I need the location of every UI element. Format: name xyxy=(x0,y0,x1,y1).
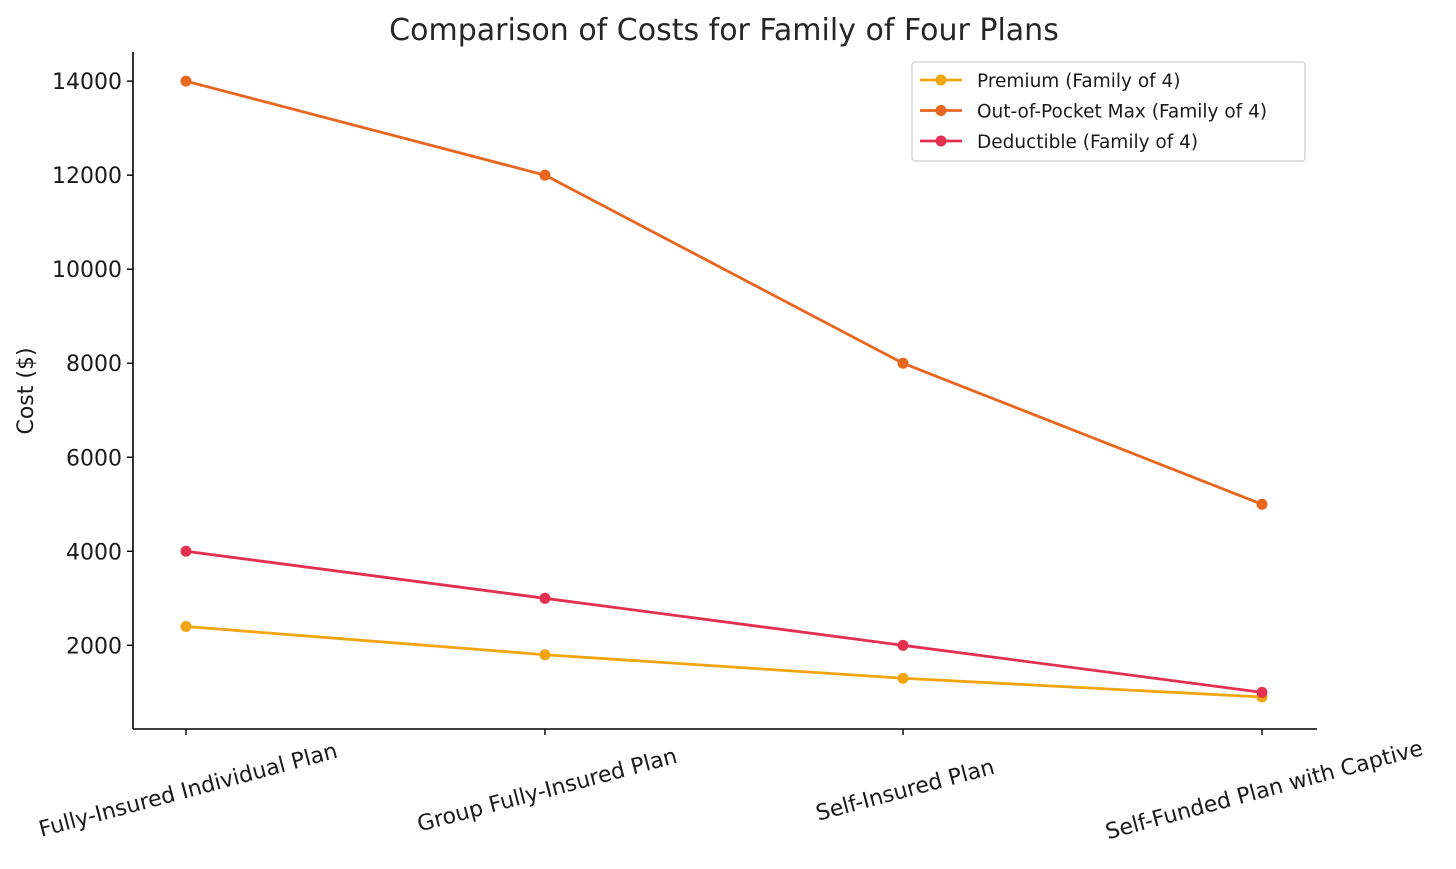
y-tick-label: 4000 xyxy=(66,540,122,565)
series-layer xyxy=(180,75,1268,703)
x-tick-label: Group Fully-Insured Plan xyxy=(415,744,680,837)
data-point xyxy=(180,75,192,87)
y-tick-label: 10000 xyxy=(52,258,122,283)
legend-swatch-marker xyxy=(935,105,947,116)
data-point xyxy=(539,592,551,604)
data-point xyxy=(897,357,909,369)
legend-entry: Out-of-Pocket Max (Family of 4) xyxy=(977,102,1267,123)
chart-title: Comparison of Costs for Family of Four P… xyxy=(389,13,1059,48)
data-point xyxy=(897,639,909,651)
legend: Premium (Family of 4) Out-of-Pocket Max (… xyxy=(911,61,1306,162)
x-tick-label: Self-Insured Plan xyxy=(813,755,997,827)
series-1 xyxy=(180,621,1268,703)
data-point xyxy=(897,672,909,684)
legend-entry: Deductible (Family of 4) xyxy=(977,132,1198,153)
series-line xyxy=(185,79,1263,506)
data-point xyxy=(1256,686,1268,698)
legend-frame xyxy=(911,61,1306,162)
y-tick-label: 2000 xyxy=(66,634,122,659)
series-line xyxy=(185,549,1263,694)
data-point xyxy=(180,621,192,633)
y-tick-label: 14000 xyxy=(52,70,122,95)
y-tick-label: 6000 xyxy=(66,446,122,471)
data-point xyxy=(539,169,551,181)
series-2 xyxy=(180,75,1268,510)
y-tick-label: 8000 xyxy=(66,352,122,377)
legend-swatch-marker xyxy=(935,74,947,86)
data-point xyxy=(1256,498,1268,510)
y-tick-label: 12000 xyxy=(52,164,122,189)
data-point xyxy=(539,649,551,661)
series-3 xyxy=(180,545,1268,698)
legend-swatch-marker xyxy=(935,135,947,147)
y-axis-label: Cost ($) xyxy=(14,347,39,434)
axes: 2000 4000 6000 8000 10000 12000 14000 Fully-Ins… xyxy=(36,52,1426,845)
legend-entry: Premium (Family of 4) xyxy=(977,71,1181,92)
data-point xyxy=(180,545,192,557)
series-line xyxy=(185,625,1263,699)
x-tick-label: Self-Funded Plan with Captive xyxy=(1103,736,1426,845)
x-tick-label: Fully-Insured Individual Plan xyxy=(36,739,340,843)
